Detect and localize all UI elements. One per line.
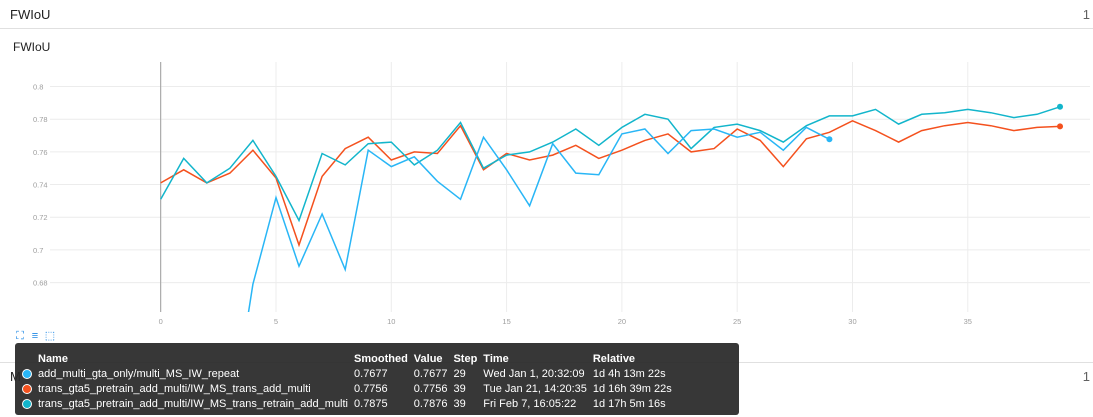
tooltip-time: Wed Jan 1, 20:32:09 (483, 367, 585, 380)
tooltip-relative-header: Relative (592, 353, 636, 365)
x-tick-label: 15 (502, 317, 510, 326)
tooltip-value: 0.7677 (413, 367, 448, 380)
y-tick-label: 0.8 (33, 83, 43, 92)
tooltip-color-cell (22, 396, 38, 411)
series-line (160, 106, 1061, 223)
tooltip-relative: 1d 4h 13m 22s (592, 367, 666, 380)
chart-toolbar: ⛶ ≡ ⬚ (14, 330, 56, 344)
x-tick-label: 0 (159, 317, 163, 326)
x-tick-label: 10 (387, 317, 395, 326)
line-chart[interactable]: 0.68 0.7 0.72 0.74 0.76 0.78 0.8 0 5 10 15 20 25 30 35 (0, 0, 1093, 362)
tooltip-row: trans_gta5_pretrain_add_multi/IW_MS_tran… (22, 381, 678, 396)
second-card-count: 1 (1082, 369, 1090, 384)
card-title: FWIoU (10, 7, 51, 22)
tooltip-time-header: Time (483, 353, 509, 365)
tooltip-relative: 1d 17h 5m 16s (592, 397, 666, 410)
tooltip-name: add_multi_gta_only/multi_MS_IW_repeat (38, 367, 240, 380)
tooltip-name-header: Name (38, 353, 68, 365)
series-line (247, 126, 830, 312)
y-tick-label: 0.78 (33, 115, 48, 124)
tooltip-value: 0.7876 (413, 397, 448, 410)
series-color-dot (22, 383, 32, 394)
tooltip-step-header: Step (453, 353, 478, 365)
y-tick-label: 0.76 (33, 148, 48, 157)
tooltip-name: trans_gta5_pretrain_add_multi/IW_MS_tran… (38, 397, 349, 410)
chart-title: FWIoU (13, 40, 51, 54)
tooltip-value-header: Value (413, 353, 443, 365)
tooltip-header-row: Name Smoothed Value Step Time Relative (22, 352, 678, 366)
y-tick-label: 0.68 (33, 279, 48, 288)
expand-icon[interactable]: ⛶ (16, 330, 24, 342)
fit-domain-icon[interactable]: ⬚ (44, 330, 56, 342)
card-header[interactable]: FWIoU 1 (0, 0, 1093, 29)
tooltip-table: Name Smoothed Value Step Time Relative a… (22, 352, 678, 411)
tooltip-time: Tue Jan 21, 14:20:35 (483, 382, 587, 395)
chart-tooltip: Name Smoothed Value Step Time Relative a… (15, 343, 739, 415)
tooltip-row: trans_gta5_pretrain_add_multi/IW_MS_tran… (22, 396, 678, 411)
tooltip-color-cell (22, 381, 38, 396)
card-count: 1 (1082, 7, 1090, 22)
tooltip-smoothed: 0.7677 (354, 367, 388, 380)
y-tick-label: 0.72 (33, 213, 48, 222)
tooltip-color-cell (22, 366, 38, 381)
tooltip-row: add_multi_gta_only/multi_MS_IW_repeat 0.… (22, 366, 678, 381)
tooltip-step: 39 (453, 397, 466, 410)
series-endpoint (826, 136, 833, 143)
x-tick-label: 30 (848, 317, 856, 326)
x-tick-label: 20 (618, 317, 626, 326)
series-color-dot (22, 398, 32, 409)
tooltip-name: trans_gta5_pretrain_add_multi/IW_MS_tran… (38, 382, 311, 395)
tooltip-relative: 1d 16h 39m 22s (592, 382, 672, 395)
y-tick-label: 0.7 (33, 246, 43, 255)
tooltip-smoothed: 0.7756 (354, 382, 388, 395)
tooltip-color-header (22, 352, 38, 366)
tooltip-step: 39 (453, 382, 466, 395)
y-tick-label: 0.74 (33, 181, 48, 190)
tooltip-smoothed-header: Smoothed (354, 353, 408, 365)
x-tick-label: 35 (964, 317, 972, 326)
tooltip-value: 0.7756 (413, 382, 448, 395)
series-line (160, 119, 1061, 248)
tooltip-step: 29 (453, 367, 466, 380)
series-endpoint (1057, 123, 1064, 130)
list-icon[interactable]: ≡ (31, 330, 39, 342)
series-endpoint (1057, 103, 1064, 110)
series-color-dot (22, 368, 32, 379)
tooltip-time: Fri Feb 7, 16:05:22 (483, 397, 577, 410)
x-tick-label: 5 (274, 317, 278, 326)
x-tick-label: 25 (733, 317, 741, 326)
tooltip-smoothed: 0.7875 (354, 397, 388, 410)
